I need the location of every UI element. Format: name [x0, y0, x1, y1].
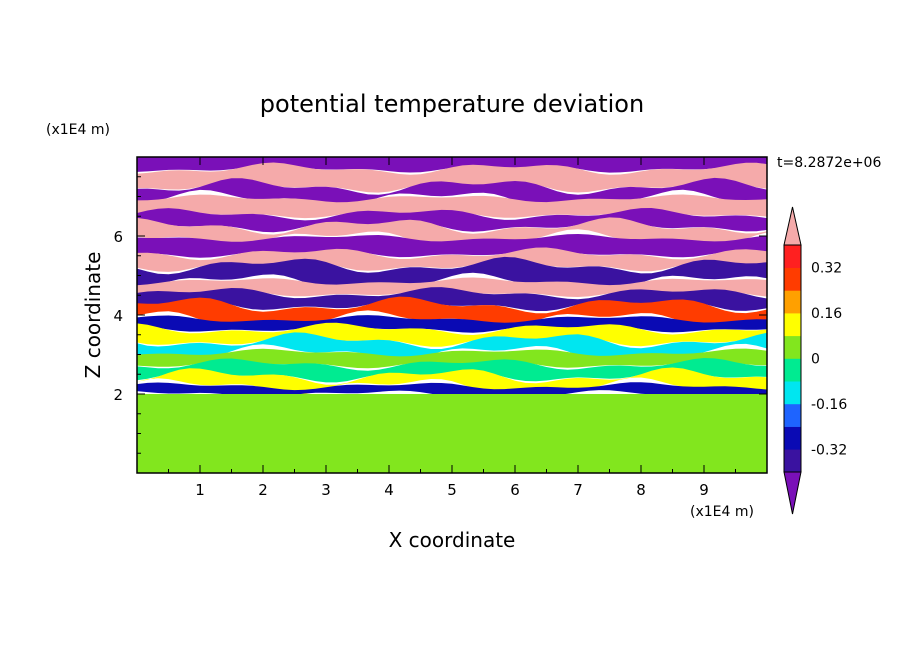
- colorbar-swatch: [784, 426, 801, 450]
- x-axis-label: X coordinate: [389, 528, 516, 552]
- heatmap-band: [137, 194, 767, 219]
- colorbar-swatch: [784, 403, 801, 427]
- x-tick-label: 4: [384, 481, 394, 499]
- x-tick-label: 7: [573, 481, 583, 499]
- heatmap-band: [137, 256, 767, 290]
- colorbar-swatch: [784, 290, 801, 314]
- colorbar-tick-label: -0.32: [811, 442, 847, 458]
- heatmap-band: [137, 287, 767, 311]
- heatmap-band: [137, 277, 767, 297]
- colorbar-frame: [783, 244, 802, 473]
- colorbar-max-arrow: [783, 206, 802, 246]
- heatmap-band: [137, 332, 767, 362]
- x-tick-label: 9: [699, 481, 709, 499]
- plot-area: [137, 157, 767, 473]
- colorbar-swatch: [784, 313, 801, 337]
- colorbar-tick-label: 0: [811, 352, 820, 368]
- time-label: t=8.2872e+06: [777, 155, 881, 171]
- y-tick-label: 6: [113, 228, 123, 246]
- heatmap-band: [137, 348, 767, 369]
- heatmap-band: [137, 358, 767, 383]
- heatmap-band: [137, 394, 767, 473]
- y-ticks: 2 4 6: [113, 176, 767, 454]
- x-tick-label: 8: [636, 481, 646, 499]
- heatmap-band: [137, 315, 767, 333]
- heatmap-band: [137, 217, 767, 247]
- y-tick-label: 4: [113, 307, 123, 325]
- heatmap-band: [137, 234, 767, 258]
- x-ticks: 1 2 3 4 5 6 7 8 9: [168, 157, 736, 499]
- x-axis-unit: (x1E4 m): [690, 504, 754, 520]
- colorbar-swatch: [784, 335, 801, 359]
- heatmap-band: [137, 322, 767, 347]
- colorbar-tick-label: 0.16: [811, 306, 842, 322]
- heatmap-band: [137, 296, 767, 328]
- chart-title: potential temperature deviation: [260, 90, 644, 118]
- colorbar-min-arrow: [783, 471, 802, 515]
- colorbar-swatch: [784, 358, 801, 382]
- heatmap-band: [137, 208, 767, 233]
- colorbar-swatch: [784, 245, 801, 268]
- y-axis-unit: (x1E4 m): [46, 122, 110, 138]
- y-axis-label: Z coordinate: [81, 252, 105, 379]
- y-tick-label: 2: [113, 386, 123, 404]
- x-tick-label: 1: [195, 481, 205, 499]
- colorbar-swatch: [784, 267, 801, 291]
- heatmap-band: [137, 162, 767, 193]
- colorbar-tick-label: 0.32: [811, 261, 842, 277]
- colorbar-swatch: [784, 381, 801, 405]
- x-tick-label: 5: [447, 481, 457, 499]
- heatmap-band: [137, 367, 767, 395]
- heatmap-band: [137, 247, 767, 272]
- x-tick-label: 6: [510, 481, 520, 499]
- colorbar: 0.32 0.16 0 -0.16 -0.32: [783, 206, 847, 515]
- x-tick-label: 2: [258, 481, 268, 499]
- x-tick-label: 3: [321, 481, 331, 499]
- colorbar-swatch: [784, 449, 801, 473]
- colorbar-tick-label: -0.16: [811, 397, 847, 413]
